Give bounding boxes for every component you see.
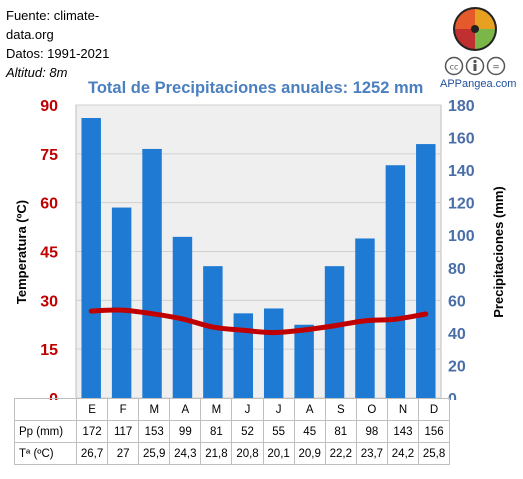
y-tick-label-left: 30: [40, 293, 58, 310]
temperature-line: [88, 307, 429, 336]
source-label: Fuente: climate-: [6, 8, 100, 23]
y-tick-label-right: 100: [448, 228, 475, 245]
table-cell: 23,7: [355, 442, 388, 465]
table-cell: 24,2: [386, 442, 420, 465]
site-name: APPangea.com: [440, 78, 517, 90]
precip-bar: [233, 313, 254, 398]
table-cell: 20,8: [231, 442, 264, 465]
precip-bar: [263, 308, 284, 398]
altitude: Altitud: 8m: [6, 65, 68, 80]
table-cell: 81: [324, 420, 357, 443]
climate-chart: 0 15 30 45 60 75 90 0 20 40 60 80 100 120 140 160 180 T…: [14, 98, 506, 400]
table-cell: 25,8: [418, 442, 451, 465]
y-tick-label-right: 180: [448, 98, 475, 115]
month-label: A: [293, 398, 326, 421]
month-label: A: [169, 398, 202, 421]
table-cell: 26,7: [75, 442, 109, 465]
table-cell: 45: [293, 420, 326, 443]
source-info: Fuente: climate- data.org Datos: 1991-20…: [6, 6, 109, 82]
y-tick-label-right: 40: [448, 326, 466, 343]
data-period: Datos: 1991-2021: [6, 46, 110, 61]
table-row: Tª (ºC) 26,7 27 25,9 24,3 21,8 20,8 20,1 20,9 22,…: [14, 442, 451, 465]
y-tick-label-left: 0: [49, 391, 58, 400]
table-cell: 172: [75, 420, 109, 443]
y-tick-label-right: 80: [448, 261, 466, 278]
precip-bar: [203, 266, 223, 398]
table-cell: 22,2: [324, 442, 357, 465]
precip-bar: [416, 144, 436, 398]
table-row: Pp (mm) 172 117 153 99 81 52 55 45 81 98 143 156: [14, 420, 451, 443]
table-cell: 55: [262, 420, 295, 443]
y-tick-label-left: 45: [40, 245, 58, 262]
month-label: N: [386, 398, 420, 421]
y-tick-label-right: 140: [448, 163, 475, 180]
y-tick-label-right: 60: [448, 293, 466, 310]
precip-bar: [355, 238, 375, 398]
y-axis-label-left: Temperatura (ºC): [14, 200, 29, 304]
precip-bar: [142, 148, 162, 398]
precip-bar: [294, 324, 314, 398]
table-cell: 156: [418, 420, 451, 443]
month-label: M: [138, 398, 171, 421]
table-cell: 20,9: [293, 442, 326, 465]
table-cell: 24,3: [169, 442, 202, 465]
month-label: M: [200, 398, 233, 421]
y-tick-label-right: 160: [448, 131, 475, 148]
month-label: J: [262, 398, 295, 421]
row-label: Pp (mm): [14, 420, 77, 443]
precip-bar: [111, 207, 132, 398]
precip-bar: [385, 165, 406, 398]
table-cell: 143: [386, 420, 420, 443]
table-corner: [14, 398, 77, 421]
y-tick-label-right: 120: [448, 196, 475, 213]
y-tick-label-left: 75: [40, 147, 58, 164]
source-url: data.org: [6, 27, 54, 42]
y-axis-label-right: Precipitaciones (mm): [491, 186, 506, 318]
y-tick-label-left: 60: [40, 196, 58, 213]
y-tick-label-right: 0: [448, 391, 457, 400]
row-label: Tª (ºC): [14, 442, 77, 465]
month-label: D: [418, 398, 451, 421]
month-label: J: [231, 398, 264, 421]
month-label: F: [107, 398, 140, 421]
y-tick-label-right: 20: [448, 358, 466, 375]
month-label: E: [75, 398, 109, 421]
creative-commons-icon: cc =: [444, 56, 506, 76]
precip-bar: [81, 118, 101, 399]
svg-text:=: =: [492, 63, 500, 73]
table-cell: 21,8: [200, 442, 233, 465]
y-tick-label-left: 90: [40, 98, 58, 115]
table-cell: 27: [107, 442, 140, 465]
table-cell: 153: [138, 420, 171, 443]
svg-text:cc: cc: [450, 63, 459, 72]
table-cell: 25,9: [138, 442, 171, 465]
table-cell: 99: [169, 420, 202, 443]
chart-title: Total de Precipitaciones anuales: 1252 m…: [88, 79, 424, 97]
table-cell: 98: [355, 420, 388, 443]
puzzle-logo-icon: [453, 7, 497, 51]
table-cell: 52: [231, 420, 264, 443]
y-tick-label-left: 15: [40, 342, 58, 359]
month-label: S: [324, 398, 357, 421]
table-cell: 20,1: [262, 442, 295, 465]
table-cell: 81: [200, 420, 233, 443]
month-label: O: [355, 398, 388, 421]
table-cell: 117: [107, 420, 140, 443]
precip-bar: [324, 266, 345, 398]
